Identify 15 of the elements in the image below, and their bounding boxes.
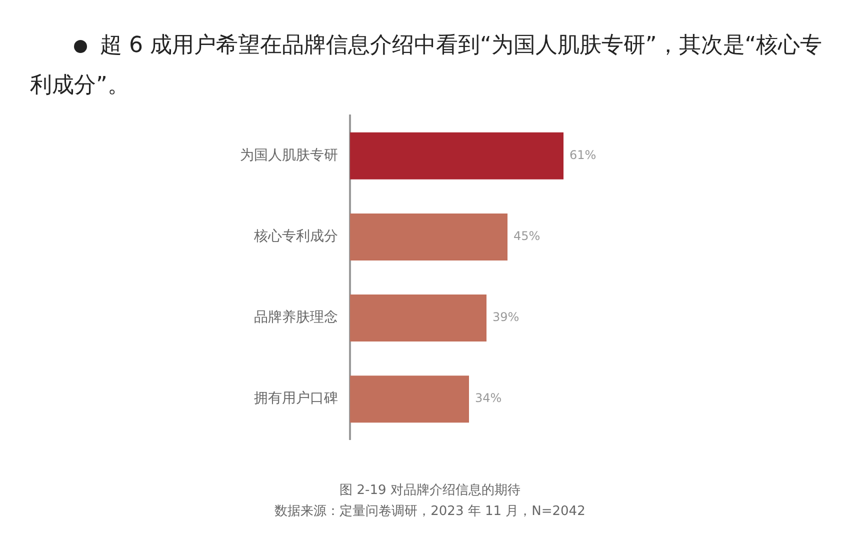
bar: [350, 294, 486, 342]
y-tick-label: 拥有用户口碑: [254, 390, 338, 407]
data-label: 39%: [492, 310, 520, 324]
bar: [350, 132, 564, 180]
caption: 图 2-19 对品牌介绍信息的期待: [338, 482, 522, 500]
data-label: 45%: [514, 229, 540, 244]
data-label: 34%: [475, 391, 502, 406]
y-tick-label: 为国人肌肤专研: [240, 148, 338, 164]
chart-title: 超 6 成用户希望在品牌信息介绍中看到“为国人肌肤专研”，其次是“核心专利成分”。: [30, 32, 824, 100]
data-label: 61%: [570, 148, 596, 162]
y-tick-label: 品牌养肤理念: [254, 310, 338, 326]
source-note: 数据来源：定量问卷调研，2023 年 11 月，N=2042: [274, 503, 586, 521]
y-tick-label: 核心专利成分: [253, 228, 338, 245]
bar: [350, 213, 508, 260]
bar: [350, 376, 469, 423]
